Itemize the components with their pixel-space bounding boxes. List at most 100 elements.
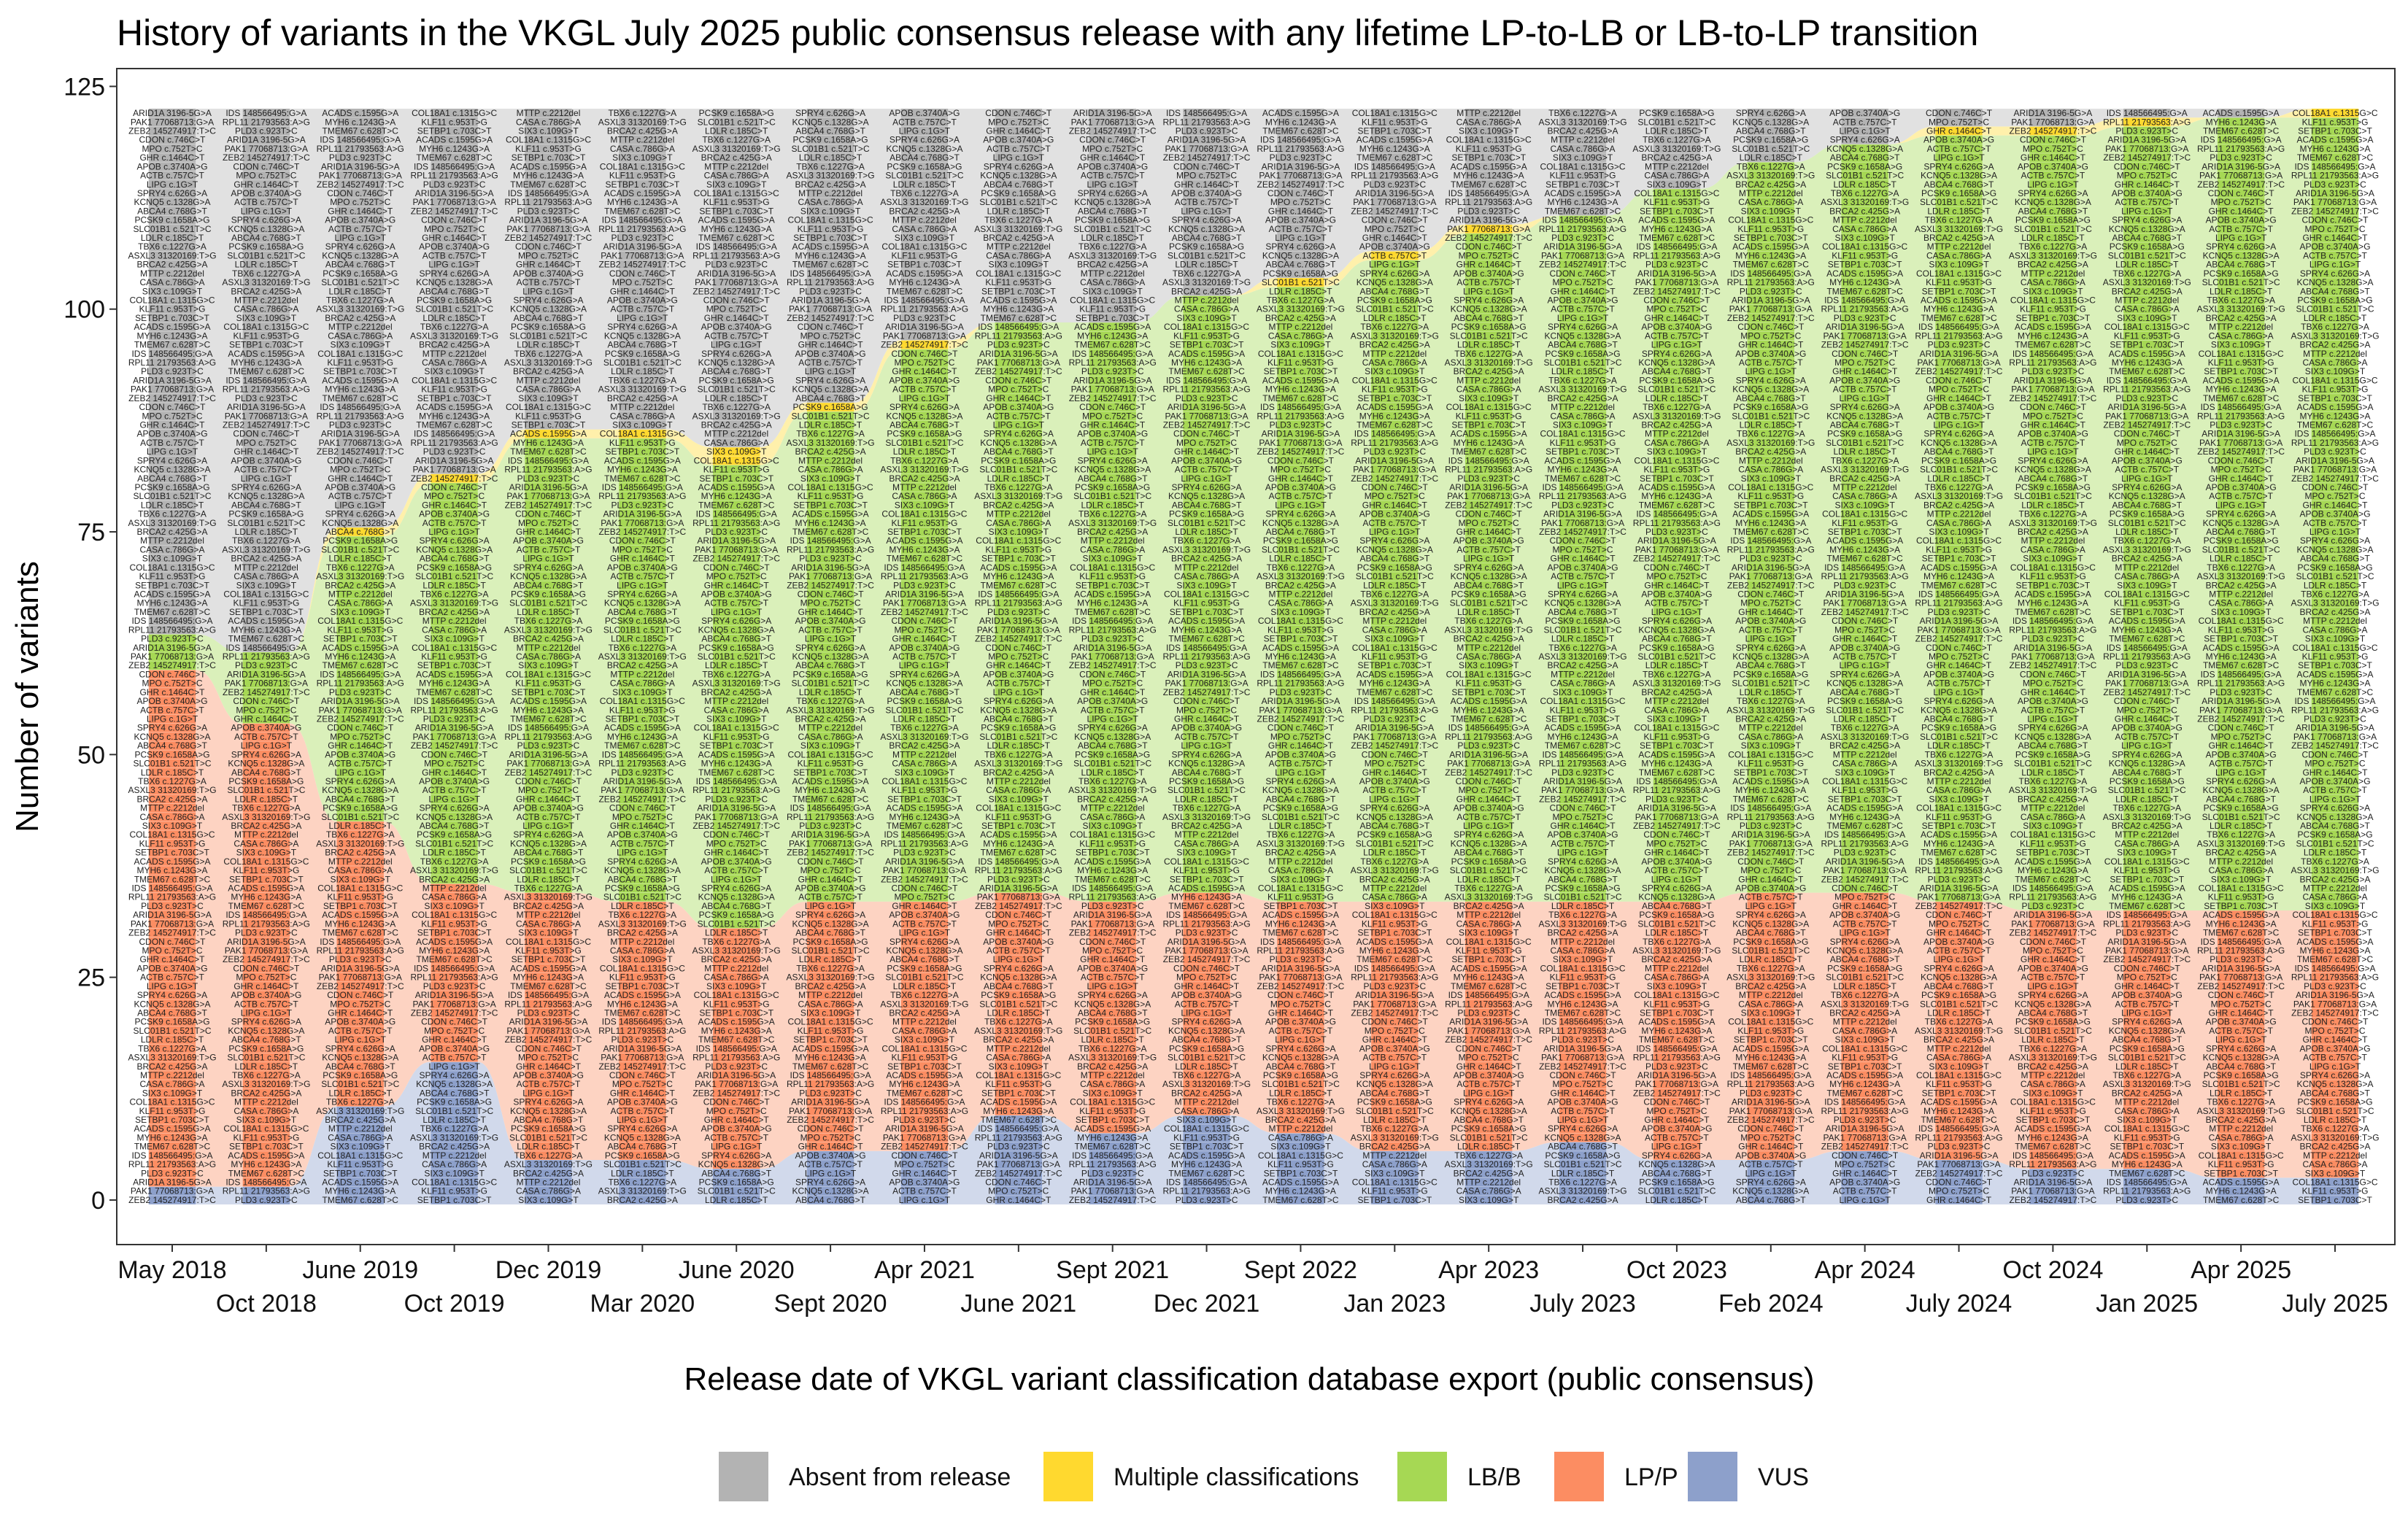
variant-label: ACTB c.757C>T <box>798 892 863 902</box>
variant-label: CASA c.786G>A <box>704 438 769 448</box>
variant-label: MYH6 c.1243G>A <box>889 544 960 554</box>
variant-label: TMEM67 c.628T>C <box>134 1142 211 1152</box>
variant-label: SPRY4 c.626G>A <box>701 883 771 894</box>
variant-label: KCNQ5 c.1328G>A <box>980 705 1057 715</box>
variant-label: SETBP1 c.703C>T <box>512 954 586 964</box>
variant-label: LIPG c.1G>T <box>522 286 574 296</box>
variant-label: TMEM67 c.628T>C <box>604 740 681 751</box>
variant-label: TBX6 c.1227G>A <box>890 990 959 1000</box>
variant-label: CASA c.786G>A <box>1174 838 1239 848</box>
variant-label: SETBP1 c.703C>T <box>1264 901 1338 911</box>
variant-label: APOB c.3740A>G <box>1171 455 1242 465</box>
variant-label: LDLR c.185C>T <box>235 527 298 537</box>
variant-label: SPRY4 c.626G>A <box>325 776 395 786</box>
variant-label: SPRY4 c.626G>A <box>1171 1017 1241 1027</box>
variant-label: ACTB c.757C>T <box>610 838 674 848</box>
variant-label: RPL11 21793563:A>G <box>223 918 310 929</box>
variant-label: ABCA4 c.768G>T <box>1924 713 1994 724</box>
variant-label: COL18A1 c.1315G>C <box>1070 562 1155 573</box>
variant-label: MPO c.752T>C <box>988 1186 1049 1196</box>
variant-label: ASXL3 31320169:T>G <box>598 918 687 929</box>
variant-label: CDON c.746C>T <box>139 937 206 947</box>
variant-label: ARID1A 3196-5G>A <box>603 776 682 786</box>
variant-label: KLF11 c.953T>G <box>233 865 299 875</box>
variant-label: MYH6 c.1243G>A <box>325 651 395 662</box>
variant-label: CDON c.746C>T <box>891 616 958 626</box>
variant-label: ARID1A 3196-5G>A <box>1262 161 1340 171</box>
variant-label: IDS 148566495:G>A <box>508 723 589 733</box>
variant-label: ACADS c.1595G>A <box>1732 1043 1809 1053</box>
variant-label: TBX6 c.1227G>A <box>1548 643 1617 653</box>
variant-label: LIPG c.1G>T <box>241 473 293 484</box>
variant-label: MYH6 c.1243G>A <box>419 144 490 154</box>
variant-label: ACTB c.757C>T <box>140 438 204 448</box>
variant-label: SETBP1 c.703C>T <box>1264 634 1338 644</box>
variant-label: ASXL3 31320169:T>G <box>1257 304 1345 314</box>
variant-label: RPL11 21793563:A>G <box>1633 250 1721 260</box>
variant-label: BRCA2 c.425G>A <box>513 366 584 376</box>
variant-label: MPO c.752T>C <box>800 330 861 341</box>
variant-label: ABCA4 c.768G>T <box>231 767 301 778</box>
variant-label: KCNQ5 c.1328G>A <box>1732 117 1809 127</box>
variant-label: COL18A1 c.1315G>C <box>223 856 309 867</box>
variant-label: ZEB2 145274917:T>C <box>128 660 216 670</box>
variant-label: SIX3 c.109G>T <box>1176 313 1237 323</box>
variant-label: ABCA4 c.768G>T <box>1736 125 1806 136</box>
variant-label: TMEM67 c.628T>C <box>323 125 399 136</box>
variant-label: KCNQ5 c.1328G>A <box>792 918 869 929</box>
variant-label: TBX6 c.1227G>A <box>608 108 676 118</box>
variant-label: SPRY4 c.626G>A <box>795 643 865 653</box>
variant-label: CASA c.786G>A <box>1362 357 1427 368</box>
variant-label: ZEB2 145274917:T>C <box>975 366 1062 376</box>
variant-label: ARID1A 3196-5G>A <box>1449 749 1528 759</box>
variant-label: KCNQ5 c.1328G>A <box>1638 357 1715 368</box>
variant-label: BRCA2 c.425G>A <box>1359 340 1430 350</box>
variant-label: PAK1 77068713:G>A <box>1447 491 1530 501</box>
variant-label: APOB c.3740A>G <box>513 1070 584 1080</box>
variant-label: TBX6 c.1227G>A <box>1173 1070 1241 1080</box>
variant-label: ZEB2 145274917:T>C <box>505 500 593 510</box>
variant-label: CASA c.786G>A <box>234 838 298 848</box>
variant-label: PAK1 77068713:G>A <box>413 197 496 207</box>
variant-label: SPRY4 c.626G>A <box>607 1123 677 1134</box>
variant-label: PAK1 77068713:G>A <box>1165 144 1248 154</box>
variant-label: TMEM67 c.628T>C <box>510 446 587 457</box>
variant-label: PAK1 77068713:G>A <box>131 117 214 127</box>
variant-label: KLF11 c.953T>G <box>985 544 1051 554</box>
variant-label: MYH6 c.1243G>A <box>1641 224 1712 234</box>
variant-label: CDON c.746C>T <box>609 268 676 279</box>
variant-label: RPL11 21793563:A>G <box>881 838 968 848</box>
variant-label: BRCA2 c.425G>A <box>607 1195 678 1205</box>
variant-label: CDON c.746C>T <box>233 161 300 171</box>
variant-label: SIX3 c.109G>T <box>1834 1034 1895 1045</box>
variant-label: LDLR c.185C>T <box>1081 1034 1145 1045</box>
variant-label: SIX3 c.109G>T <box>1647 981 1707 991</box>
variant-label: TBX6 c.1227G>A <box>326 1097 395 1107</box>
variant-label: CDON c.746C>T <box>1456 776 1523 786</box>
variant-label: MTTP c.2212del <box>1551 669 1615 679</box>
variant-label: SETBP1 c.703C>T <box>887 794 962 804</box>
variant-label: COL18A1 c.1315G>C <box>881 509 967 519</box>
variant-label: ACTB c.757C>T <box>422 785 487 795</box>
variant-label: MTTP c.2212del <box>234 1097 298 1107</box>
variant-label: SLC01B1 c.521T>C <box>509 865 587 875</box>
variant-label: ACTB c.757C>T <box>140 972 204 983</box>
variant-label: ZEB2 145274917:T>C <box>1351 1007 1438 1018</box>
variant-label: LIPG c.1G>T <box>428 1061 480 1072</box>
variant-label: SETBP1 c.703C>T <box>1828 794 1902 804</box>
variant-label: KCNQ5 c.1328G>A <box>1168 224 1245 234</box>
variant-label: PLD3 c.923T>C <box>705 260 768 270</box>
variant-label: IDS 148566495:G>A <box>1730 1070 1811 1080</box>
variant-label: IDS 148566495:G>A <box>1166 1177 1247 1188</box>
variant-label: TMEM67 c.628T>C <box>1921 1115 1997 1125</box>
variant-label: MTTP c.2212del <box>422 883 487 894</box>
variant-label: TBX6 c.1227G>A <box>984 1017 1053 1027</box>
variant-label: APOB c.3740A>G <box>513 268 584 279</box>
variant-label: CASA c.786G>A <box>1456 1186 1521 1196</box>
variant-label: LDLR c.185C>T <box>1457 340 1521 350</box>
variant-label: PAK1 77068713:G>A <box>1353 999 1436 1009</box>
variant-label: ASXL3 31320169:T>G <box>1162 544 1251 554</box>
variant-label: CASA c.786G>A <box>1644 171 1709 181</box>
variant-label: IDS 148566495:G>A <box>508 455 589 465</box>
